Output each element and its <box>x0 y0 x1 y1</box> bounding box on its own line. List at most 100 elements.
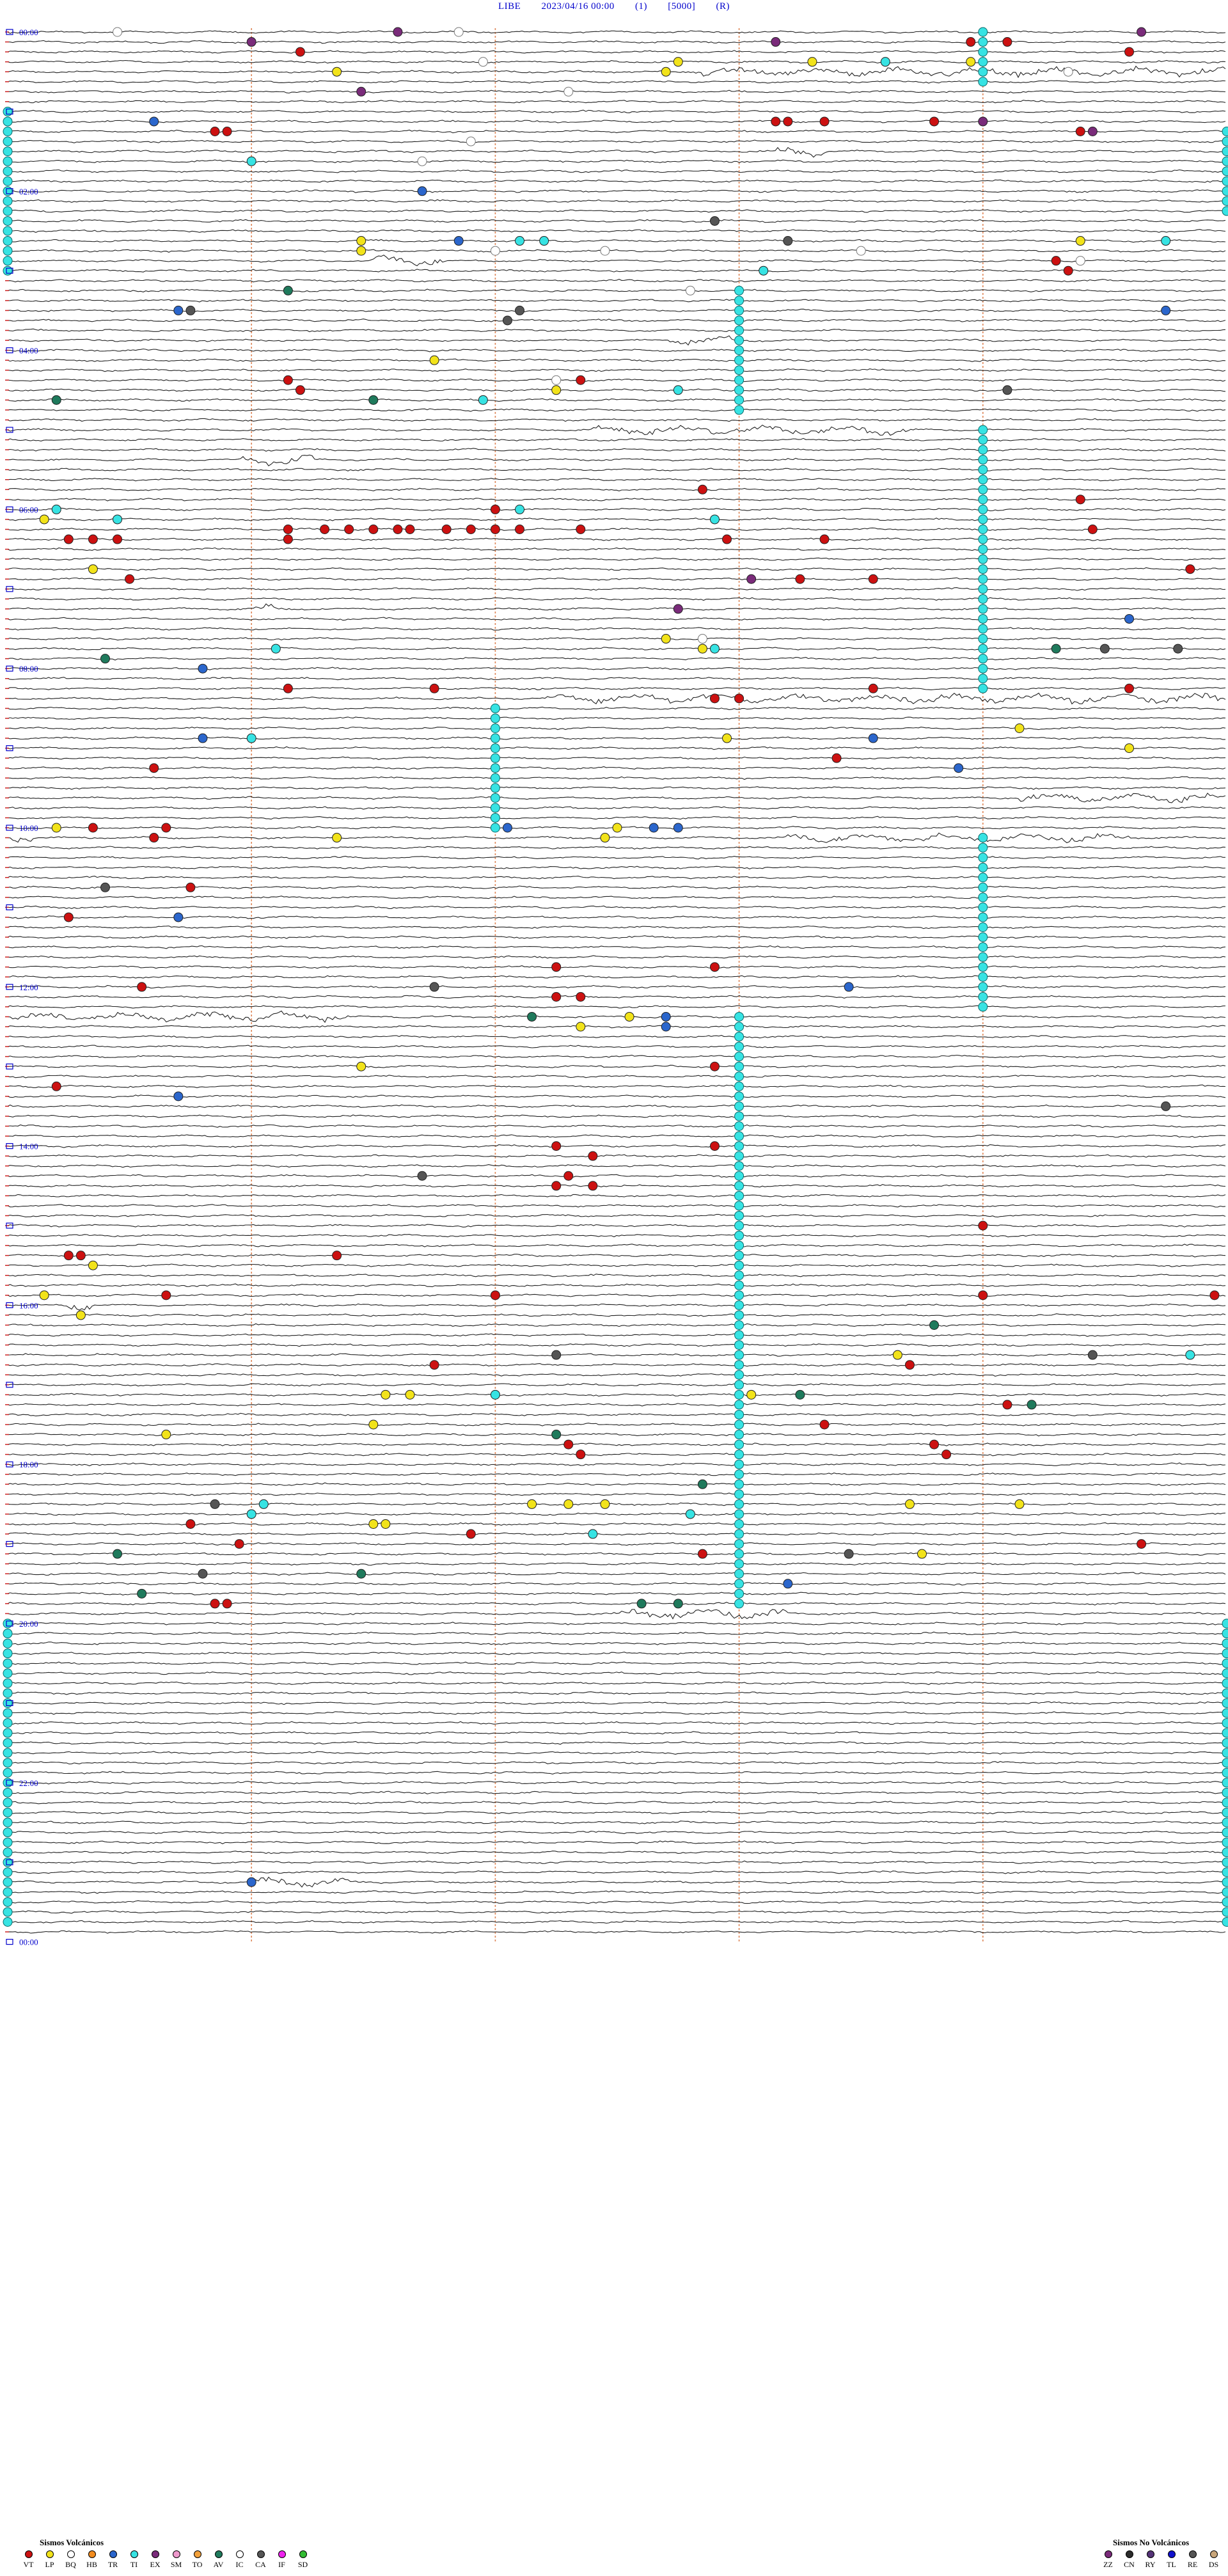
event-marker-av <box>51 395 61 405</box>
event-marker-ca <box>1002 385 1012 395</box>
hour-label: 06:00 <box>19 505 38 514</box>
event-marker-av <box>527 1011 537 1022</box>
event-marker-ti <box>978 464 988 475</box>
legend-code: CN <box>1124 2560 1135 2569</box>
event-marker-ti <box>3 1828 13 1838</box>
event-marker-ti <box>539 236 549 246</box>
trace-row <box>7 1054 1226 1059</box>
event-marker-ti <box>271 644 281 654</box>
event-marker-ti <box>3 1767 13 1778</box>
trace-row <box>7 984 1226 989</box>
event-marker-ti <box>734 1121 744 1131</box>
event-marker-ti <box>734 1091 744 1102</box>
trace-row <box>7 1263 1226 1267</box>
trace-row <box>7 1821 1226 1824</box>
legend-item-sm: SM <box>166 2550 187 2570</box>
event-marker-lp <box>368 1519 379 1529</box>
event-marker-ti <box>1222 196 1228 206</box>
hour-tick <box>6 1382 13 1388</box>
legend-item-zz: ZZ <box>1098 2550 1119 2570</box>
trace-row <box>7 80 1226 84</box>
legend-dot-icon <box>172 2550 180 2558</box>
event-marker-lp <box>576 1022 586 1032</box>
trace-row <box>7 756 1226 761</box>
event-marker-lp <box>429 355 439 365</box>
trace-row <box>7 398 1226 402</box>
trace-row <box>7 1234 1226 1238</box>
event-marker-ic <box>856 246 866 256</box>
event-marker-vt <box>393 525 403 534</box>
legend-code: RE <box>1187 2560 1198 2569</box>
event-marker-vt <box>722 534 732 544</box>
trace-row <box>7 1174 1226 1178</box>
hour-tick <box>6 347 13 354</box>
trace-row <box>7 40 1226 44</box>
event-marker-ex <box>246 37 256 47</box>
event-marker-ti <box>1222 1828 1228 1838</box>
event-marker-tr <box>173 912 184 922</box>
event-marker-ti <box>734 1071 744 1082</box>
trace-row <box>7 288 1226 293</box>
event-marker-vt <box>771 116 781 127</box>
event-marker-lp <box>917 1549 927 1559</box>
event-marker-ti <box>3 1638 13 1648</box>
hour-tick <box>6 1780 13 1786</box>
hour-tick <box>6 586 13 592</box>
event-marker-vt <box>868 574 878 584</box>
event-marker-ti <box>734 1489 744 1499</box>
event-marker-av <box>551 1430 562 1440</box>
event-marker-vt <box>149 833 159 843</box>
trace-row <box>7 1691 1226 1695</box>
event-marker-vt <box>819 1419 830 1430</box>
event-marker-vt <box>368 525 379 534</box>
trace-row <box>7 832 1226 844</box>
trace-row <box>7 1652 1226 1655</box>
legend-dot-icon <box>1188 2550 1197 2558</box>
event-marker-ti <box>51 504 61 514</box>
event-marker-vt <box>551 1181 562 1191</box>
trace-row <box>7 65 1226 79</box>
trace-row <box>7 454 1226 466</box>
event-marker-ti <box>734 1011 744 1022</box>
trace-row <box>7 239 1226 243</box>
event-marker-tr <box>198 663 208 674</box>
trace-row <box>7 1442 1226 1446</box>
trace-row <box>7 507 1226 512</box>
trace-row <box>7 249 1226 253</box>
trace-row <box>8 846 1226 850</box>
event-marker-tr <box>173 1091 184 1102</box>
event-marker-vt <box>283 375 293 385</box>
event-marker-ti <box>978 663 988 674</box>
legend-item-cn: CN <box>1119 2550 1140 2570</box>
event-marker-lp <box>332 833 342 843</box>
event-marker-vt <box>831 753 842 763</box>
event-marker-ex <box>978 116 988 127</box>
trace-row <box>7 746 1226 750</box>
trace-row <box>7 865 1226 869</box>
hour-label: 04:00 <box>19 346 38 356</box>
trace-row <box>7 146 1226 158</box>
legend-dot-icon <box>278 2550 286 2558</box>
trace-row <box>7 603 1226 611</box>
event-marker-ti <box>734 1260 744 1270</box>
legend-code: EX <box>150 2560 161 2569</box>
trace-row <box>7 229 1226 233</box>
trace-row <box>7 269 1226 273</box>
trace-row <box>7 1075 1226 1079</box>
event-marker-ti <box>246 156 256 166</box>
event-marker-ti <box>734 1439 744 1450</box>
event-marker-ti <box>734 1479 744 1489</box>
event-marker-lp <box>88 1260 98 1270</box>
event-marker-ic <box>1063 67 1073 77</box>
trace-row <box>7 1403 1226 1407</box>
trace-row <box>7 1244 1226 1247</box>
event-marker-lp <box>381 1519 391 1529</box>
event-marker-ex <box>1137 27 1147 37</box>
event-marker-ca <box>100 882 110 892</box>
event-marker-vt <box>588 1181 598 1191</box>
event-marker-ti <box>734 1400 744 1410</box>
legend-item-ry: RY <box>1140 2550 1161 2570</box>
event-marker-vt <box>929 116 940 127</box>
event-marker-ti <box>3 1758 13 1768</box>
event-marker-ti <box>490 823 500 833</box>
